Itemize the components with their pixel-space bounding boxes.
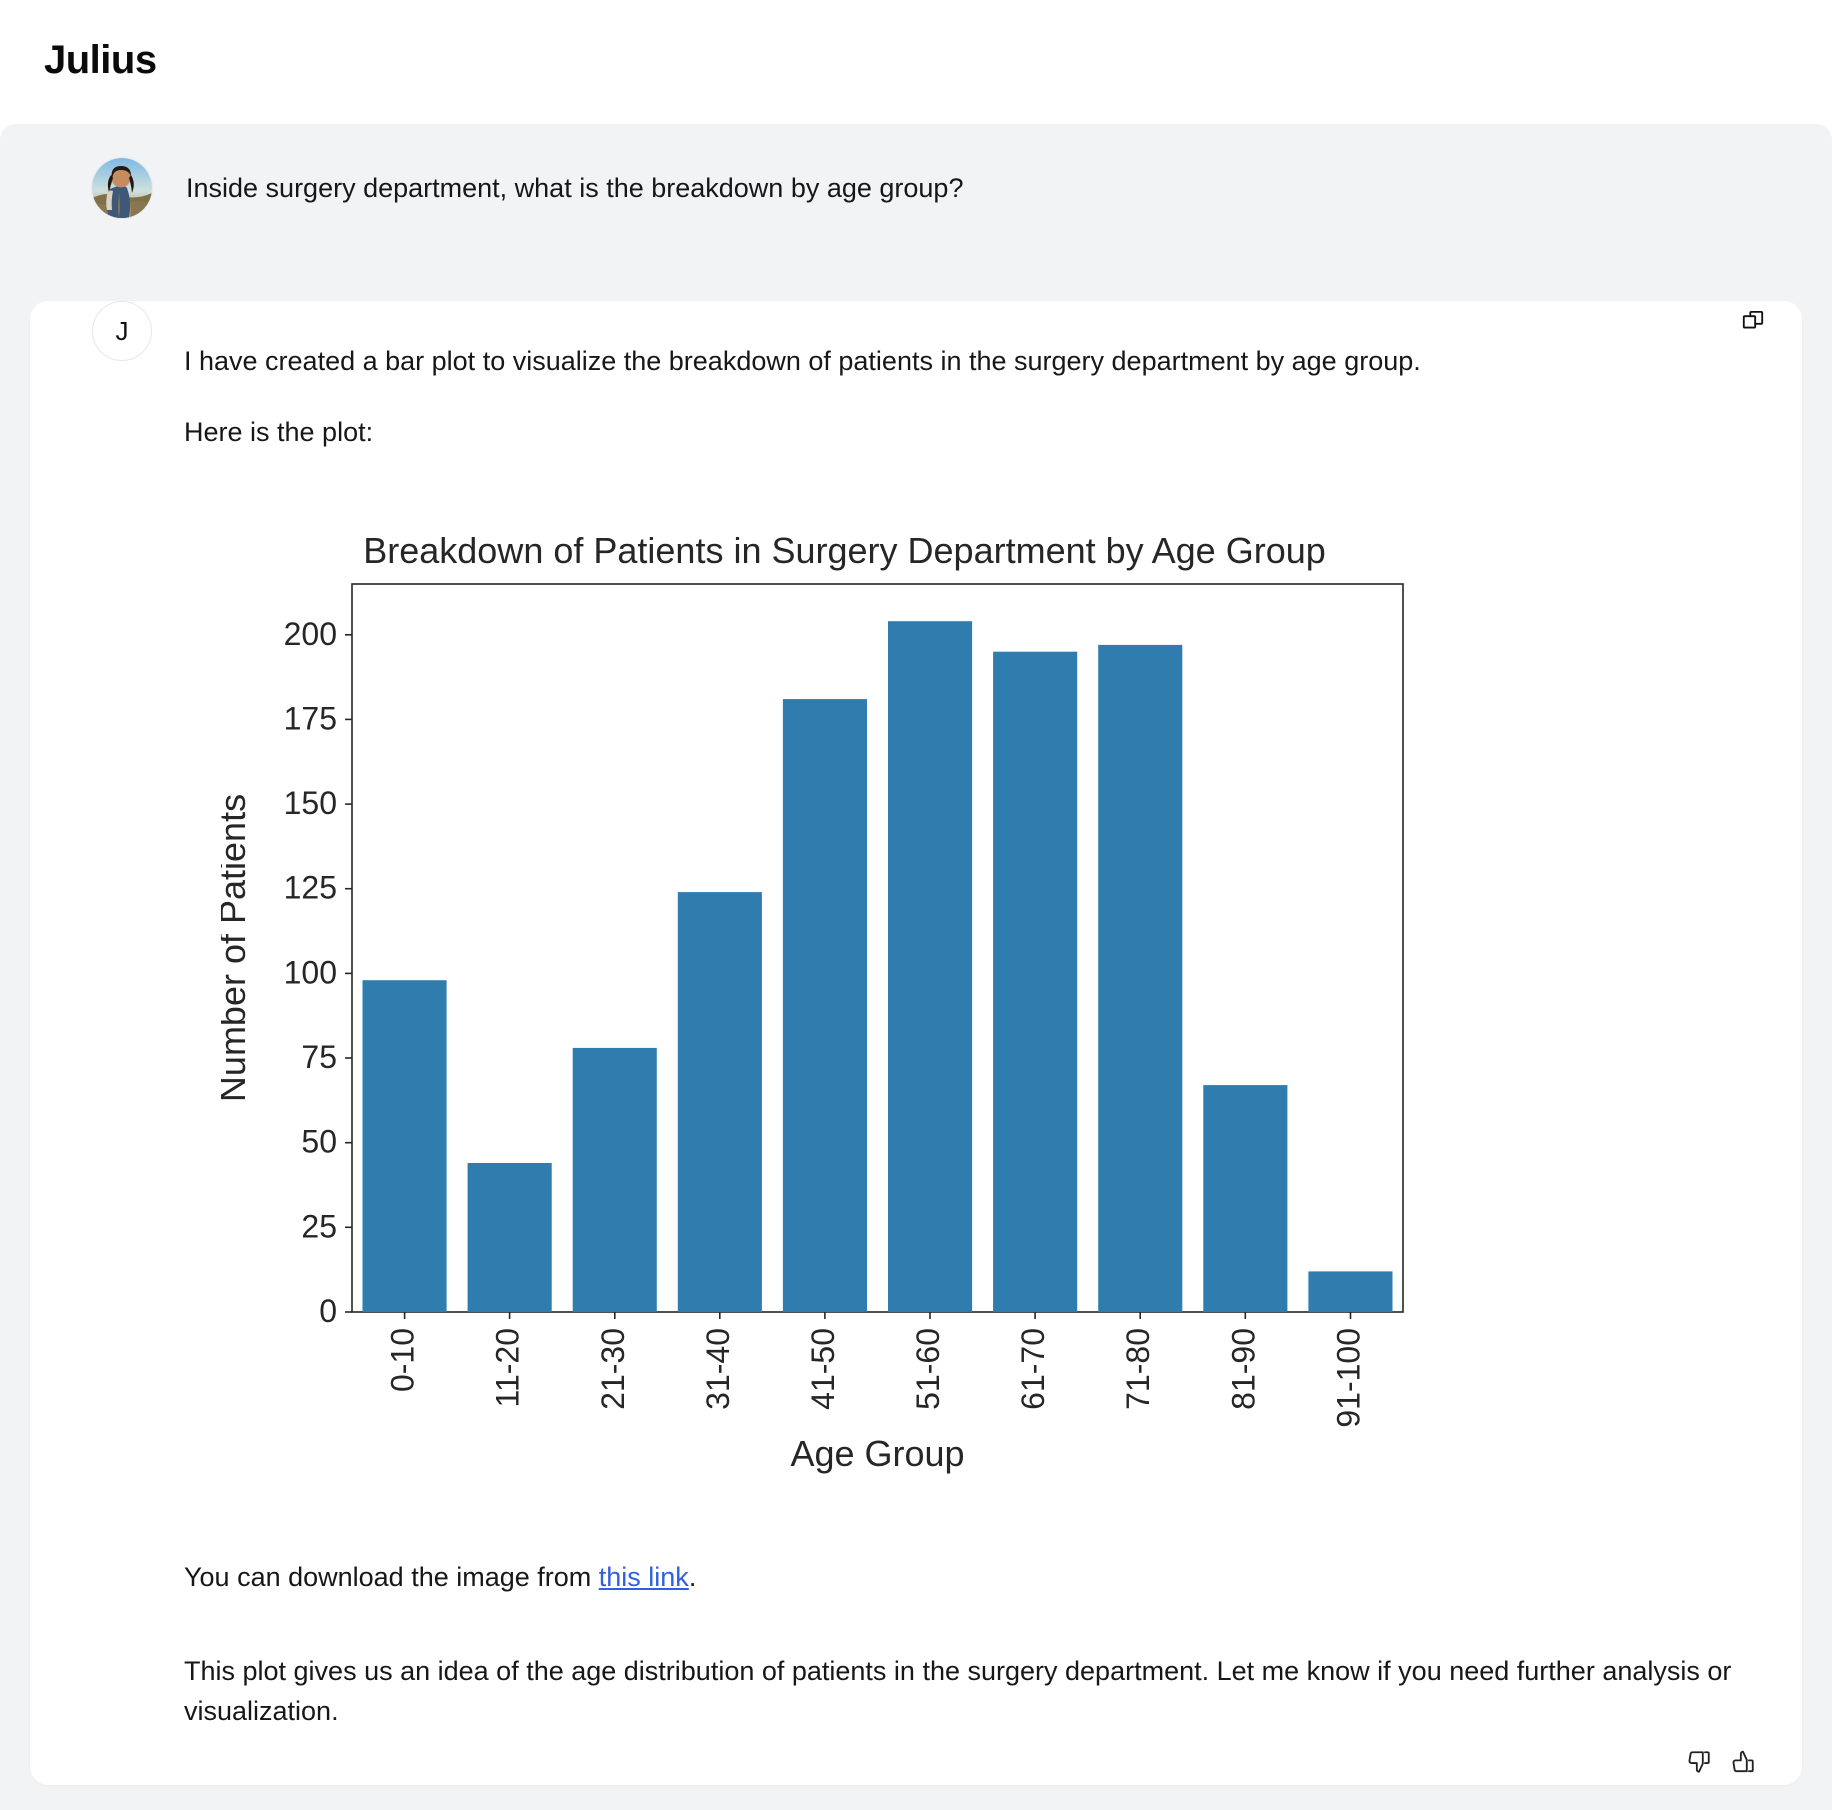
svg-text:Age Group: Age Group [790, 1433, 964, 1474]
svg-text:125: 125 [284, 870, 337, 906]
svg-text:175: 175 [284, 700, 337, 736]
svg-text:0-10: 0-10 [385, 1328, 421, 1392]
svg-text:75: 75 [301, 1039, 337, 1075]
svg-text:71-80: 71-80 [1120, 1328, 1156, 1410]
svg-text:0: 0 [319, 1293, 337, 1329]
svg-text:31-40: 31-40 [700, 1328, 736, 1410]
svg-text:81-90: 81-90 [1225, 1328, 1261, 1410]
svg-text:11-20: 11-20 [490, 1328, 526, 1407]
svg-text:200: 200 [284, 616, 337, 652]
svg-text:51-60: 51-60 [910, 1328, 946, 1410]
svg-text:25: 25 [301, 1208, 337, 1244]
svg-text:21-30: 21-30 [595, 1328, 631, 1410]
svg-text:50: 50 [301, 1124, 337, 1160]
svg-text:41-50: 41-50 [805, 1328, 841, 1410]
svg-text:61-70: 61-70 [1015, 1328, 1051, 1410]
svg-text:150: 150 [284, 785, 337, 821]
svg-text:Breakdown of Patients in Surge: Breakdown of Patients in Surgery Departm… [363, 530, 1326, 571]
svg-text:100: 100 [284, 954, 337, 990]
svg-text:91-100: 91-100 [1331, 1328, 1367, 1428]
svg-text:Number of Patients: Number of Patients [221, 794, 253, 1102]
